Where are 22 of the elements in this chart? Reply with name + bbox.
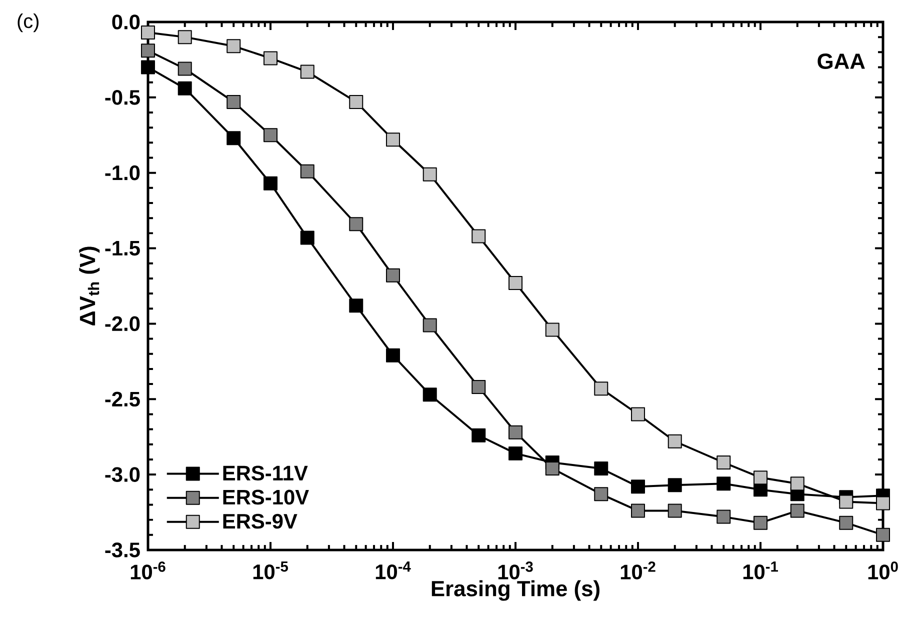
x-tick-label: 10$^{0}$	[868, 562, 898, 580]
y-tick-label: -1.0	[105, 165, 140, 180]
legend-label: ERS-9V	[223, 514, 298, 529]
x-tick-label: 10$^{-3}$	[498, 562, 533, 580]
y-tick-label: -3.0	[105, 467, 140, 482]
x-tick-label: 10$^{-2}$	[620, 562, 656, 580]
y-tick-label: -3.5	[105, 542, 140, 558]
y-tick-label: -0.5	[105, 90, 140, 105]
text: (c)	[18, 14, 39, 32]
x-tick-label: 10$^{-5}$	[253, 562, 288, 580]
x-axis-title: Erasing Time (s)	[432, 580, 600, 601]
y-tick-label: -2.5	[105, 392, 140, 407]
x-tick-label: 10$^{-6}$	[130, 562, 166, 580]
y-tick-label: -1.5	[105, 240, 140, 256]
legend-label: ERS-11V	[223, 466, 308, 481]
x-tick-label: 10$^{-1}$	[743, 562, 778, 580]
y-tick-label: -2.0	[105, 316, 140, 332]
x-tick-label: 10$^{-4}$	[376, 562, 411, 580]
legend-label: ERS-10V	[223, 490, 309, 505]
y-tick-label: 0.0	[112, 14, 140, 30]
y-axis-title: ΔV$_{th}$ (V)	[79, 246, 100, 326]
annotation: GAA	[818, 53, 865, 70]
